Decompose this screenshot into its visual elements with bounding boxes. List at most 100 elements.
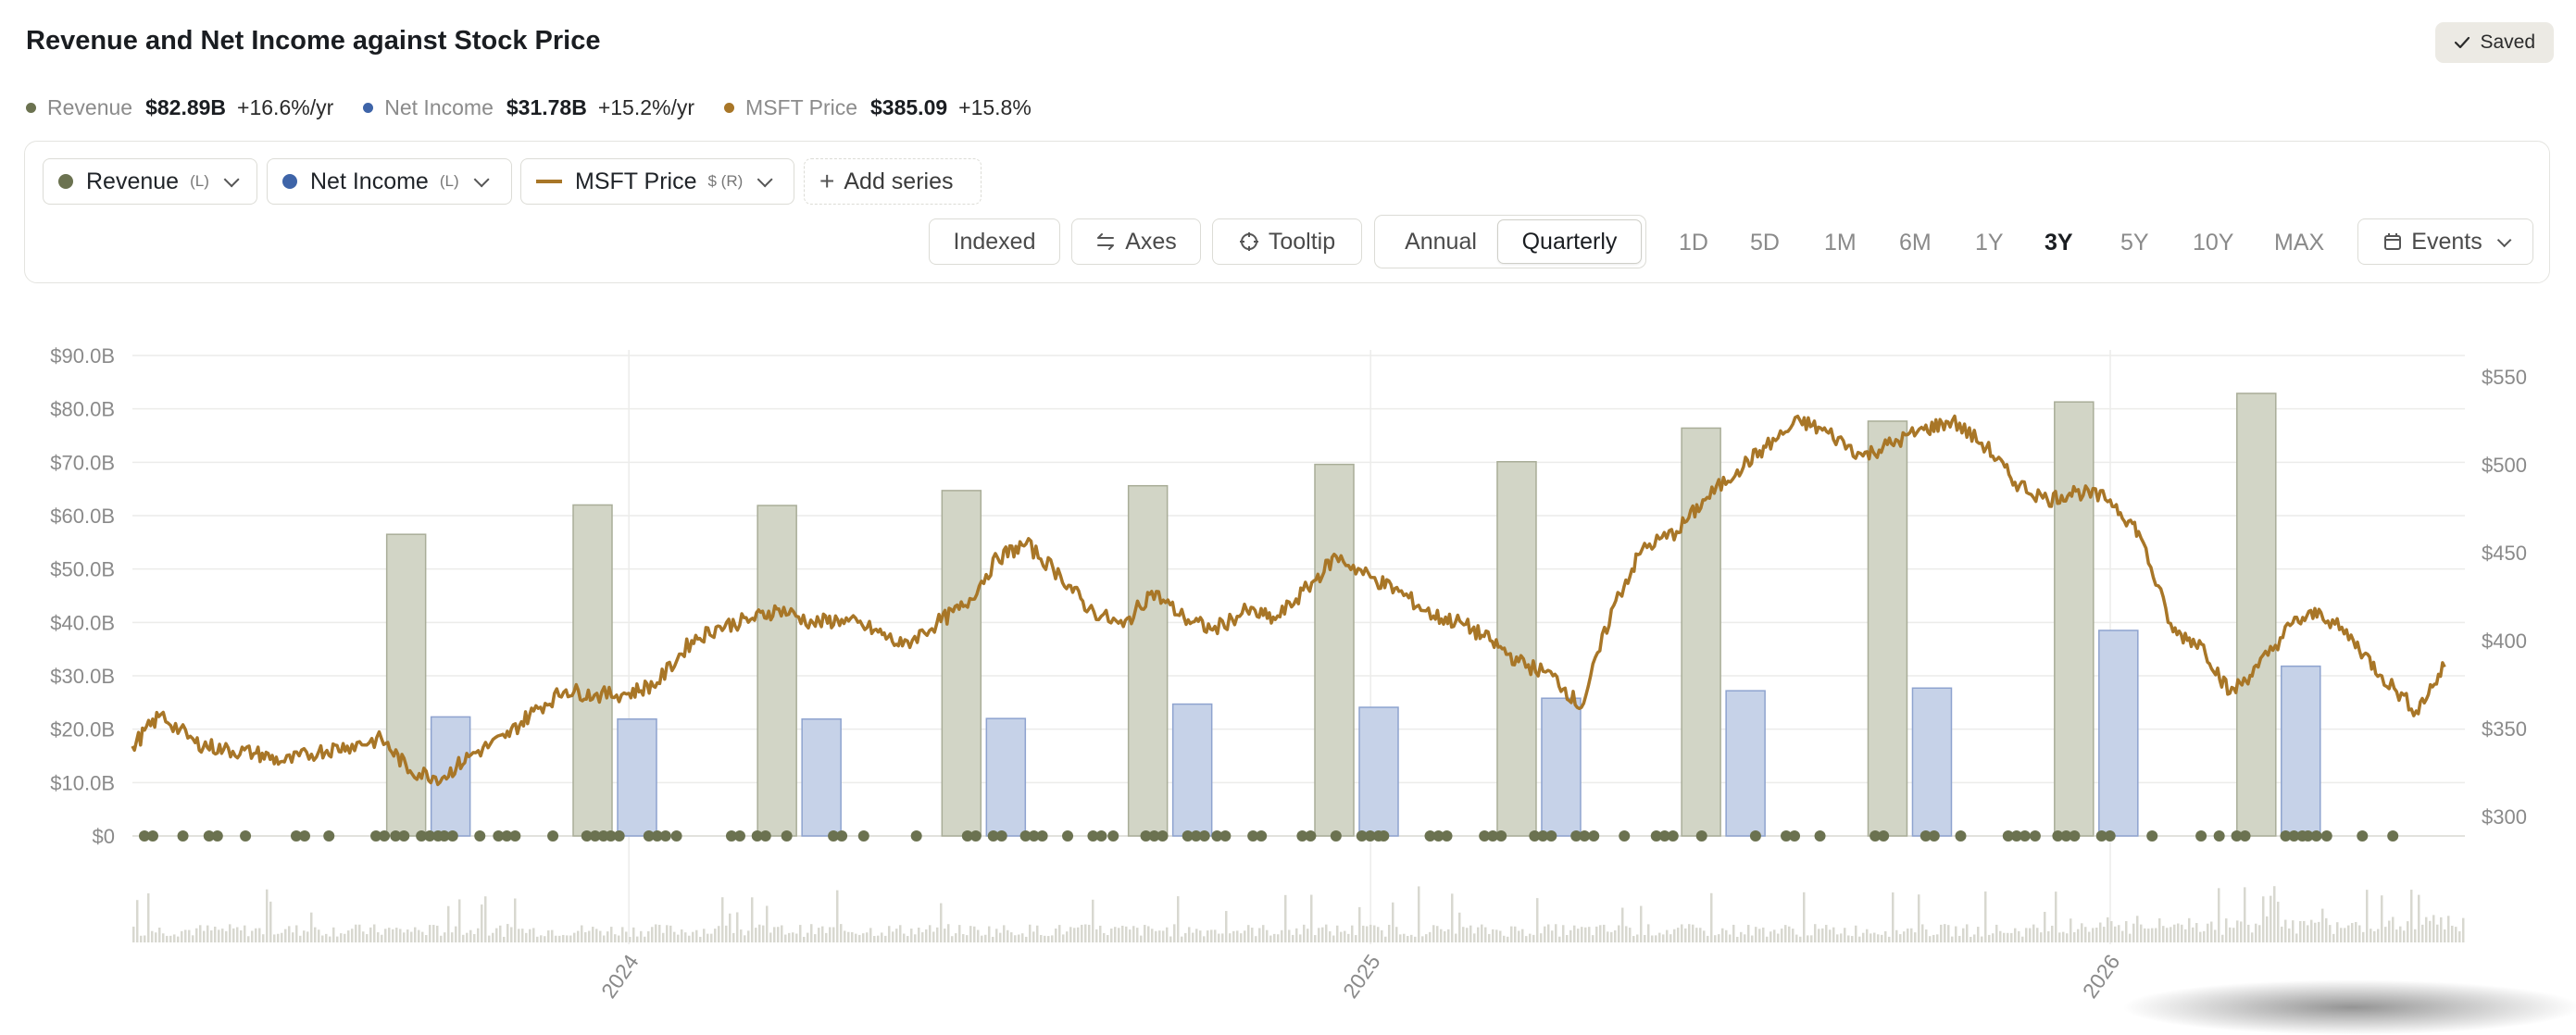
event-dot: [659, 830, 671, 842]
event-dot: [643, 830, 655, 842]
quarterly-option[interactable]: Quarterly: [1497, 219, 1642, 264]
volume-bar: [1688, 924, 1691, 942]
volume-bar: [203, 930, 206, 942]
volume-bar: [329, 936, 331, 942]
volume-bar: [2210, 921, 2213, 942]
volume-bar: [1758, 929, 1761, 942]
volume-bar: [1081, 924, 1083, 942]
volume-bar: [1692, 924, 1694, 942]
volume-bar: [2155, 928, 2157, 942]
events-button[interactable]: Events: [2357, 218, 2533, 265]
volume-bar: [2458, 930, 2461, 942]
volume-bar: [1251, 928, 1254, 942]
volume-bar: [999, 932, 1002, 942]
volume-bar: [255, 928, 257, 942]
volume-bar: [299, 935, 302, 942]
left-tick-label: $20.0B: [50, 718, 115, 742]
indexed-button[interactable]: Indexed: [929, 218, 1060, 265]
add-series-button[interactable]: + Add series: [804, 158, 982, 205]
volume-bar: [247, 936, 250, 942]
volume-bar: [2110, 921, 2113, 942]
volume-bar: [2118, 925, 2120, 942]
volume-bar: [836, 890, 839, 942]
volume-bar: [1847, 935, 1850, 942]
volume-bar: [536, 936, 539, 942]
left-axis: $0 $10.0B $20.0B $30.0B $40.0B $50.0B $60.0B $7…: [50, 344, 115, 848]
volume-bar: [1218, 933, 1220, 942]
range-5y[interactable]: 5Y: [2120, 230, 2149, 256]
volume-bar: [1018, 934, 1020, 942]
volume-bar: [1118, 928, 1120, 942]
event-dot: [1695, 830, 1707, 842]
volume-bar: [1940, 924, 1943, 942]
volume-bar: [895, 929, 898, 942]
range-max[interactable]: MAX: [2274, 230, 2325, 256]
volume-bar: [466, 932, 469, 942]
volume-bar: [251, 930, 254, 942]
volume-bar: [2284, 919, 2287, 942]
range-10y[interactable]: 10Y: [2193, 230, 2234, 256]
series-pill-net-income[interactable]: Net Income (L): [267, 158, 512, 205]
volume-bar: [1532, 934, 1535, 942]
event-dot: [416, 830, 428, 842]
volume-bar: [366, 934, 369, 942]
event-dot: [2069, 830, 2081, 842]
volume-bar: [1336, 925, 1339, 942]
volume-bar: [1325, 924, 1328, 942]
volume-bar: [1966, 924, 1969, 942]
range-6m[interactable]: 6M: [1899, 230, 1932, 256]
volume-bar: [1814, 924, 1817, 942]
event-dot: [1749, 830, 1761, 842]
volume-bar: [340, 933, 343, 942]
volume-bar: [321, 935, 324, 942]
event-dot: [139, 830, 150, 842]
volume-bar: [488, 935, 491, 942]
volume-bar: [2407, 921, 2409, 942]
volume-bar: [1329, 930, 1332, 942]
volume-bar: [2270, 895, 2272, 942]
range-1m[interactable]: 1M: [1824, 230, 1857, 256]
volume-bar: [1540, 933, 1543, 942]
volume-bar: [751, 897, 754, 942]
volume-bar: [269, 901, 272, 942]
range-3y[interactable]: 3Y: [2045, 230, 2073, 256]
volume-bar: [640, 930, 643, 942]
volume-bar: [2129, 933, 2132, 942]
volume-bar: [218, 929, 220, 942]
volume-bar: [2066, 933, 2069, 942]
series-pill-price[interactable]: MSFT Price $ (R): [520, 158, 794, 205]
volume-bar: [1410, 934, 1413, 942]
volume-bar: [1273, 933, 1276, 942]
volume-bar: [258, 928, 261, 942]
volume-bar: [1284, 894, 1287, 942]
event-dot: [910, 830, 922, 842]
revenue-bar: [757, 505, 797, 837]
event-dot: [1545, 830, 1557, 842]
volume-bar: [332, 927, 335, 942]
saved-button[interactable]: Saved: [2435, 22, 2554, 63]
volume-bar: [1340, 931, 1343, 942]
volume-bar: [521, 929, 524, 942]
volume-bar: [1818, 929, 1820, 942]
chart-area: $0 $10.0B $20.0B $30.0B $40.0B $50.0B $60.0B $7…: [50, 344, 2527, 1003]
volume-bar: [2077, 929, 2080, 942]
event-dot: [961, 830, 973, 842]
volume-bar: [1010, 932, 1013, 942]
volume-bar: [1644, 934, 1646, 942]
volume-bar: [273, 934, 276, 942]
event-dot: [857, 830, 869, 842]
volume-bar: [2421, 924, 2424, 942]
axes-button[interactable]: Axes: [1071, 218, 1201, 265]
range-1d[interactable]: 1D: [1679, 230, 1708, 256]
range-1y[interactable]: 1Y: [1975, 230, 2004, 256]
volume-bar: [2292, 920, 2295, 942]
volume-bar: [1262, 925, 1265, 942]
series-pill-revenue[interactable]: Revenue (L): [43, 158, 257, 205]
volume-bar: [2344, 928, 2346, 942]
annual-option[interactable]: Annual: [1381, 219, 1501, 264]
volume-bar: [1177, 896, 1180, 942]
net-income-bar: [617, 717, 657, 837]
range-5d[interactable]: 5D: [1750, 230, 1780, 256]
event-dot: [987, 830, 999, 842]
tooltip-button[interactable]: Tooltip: [1212, 218, 1362, 265]
